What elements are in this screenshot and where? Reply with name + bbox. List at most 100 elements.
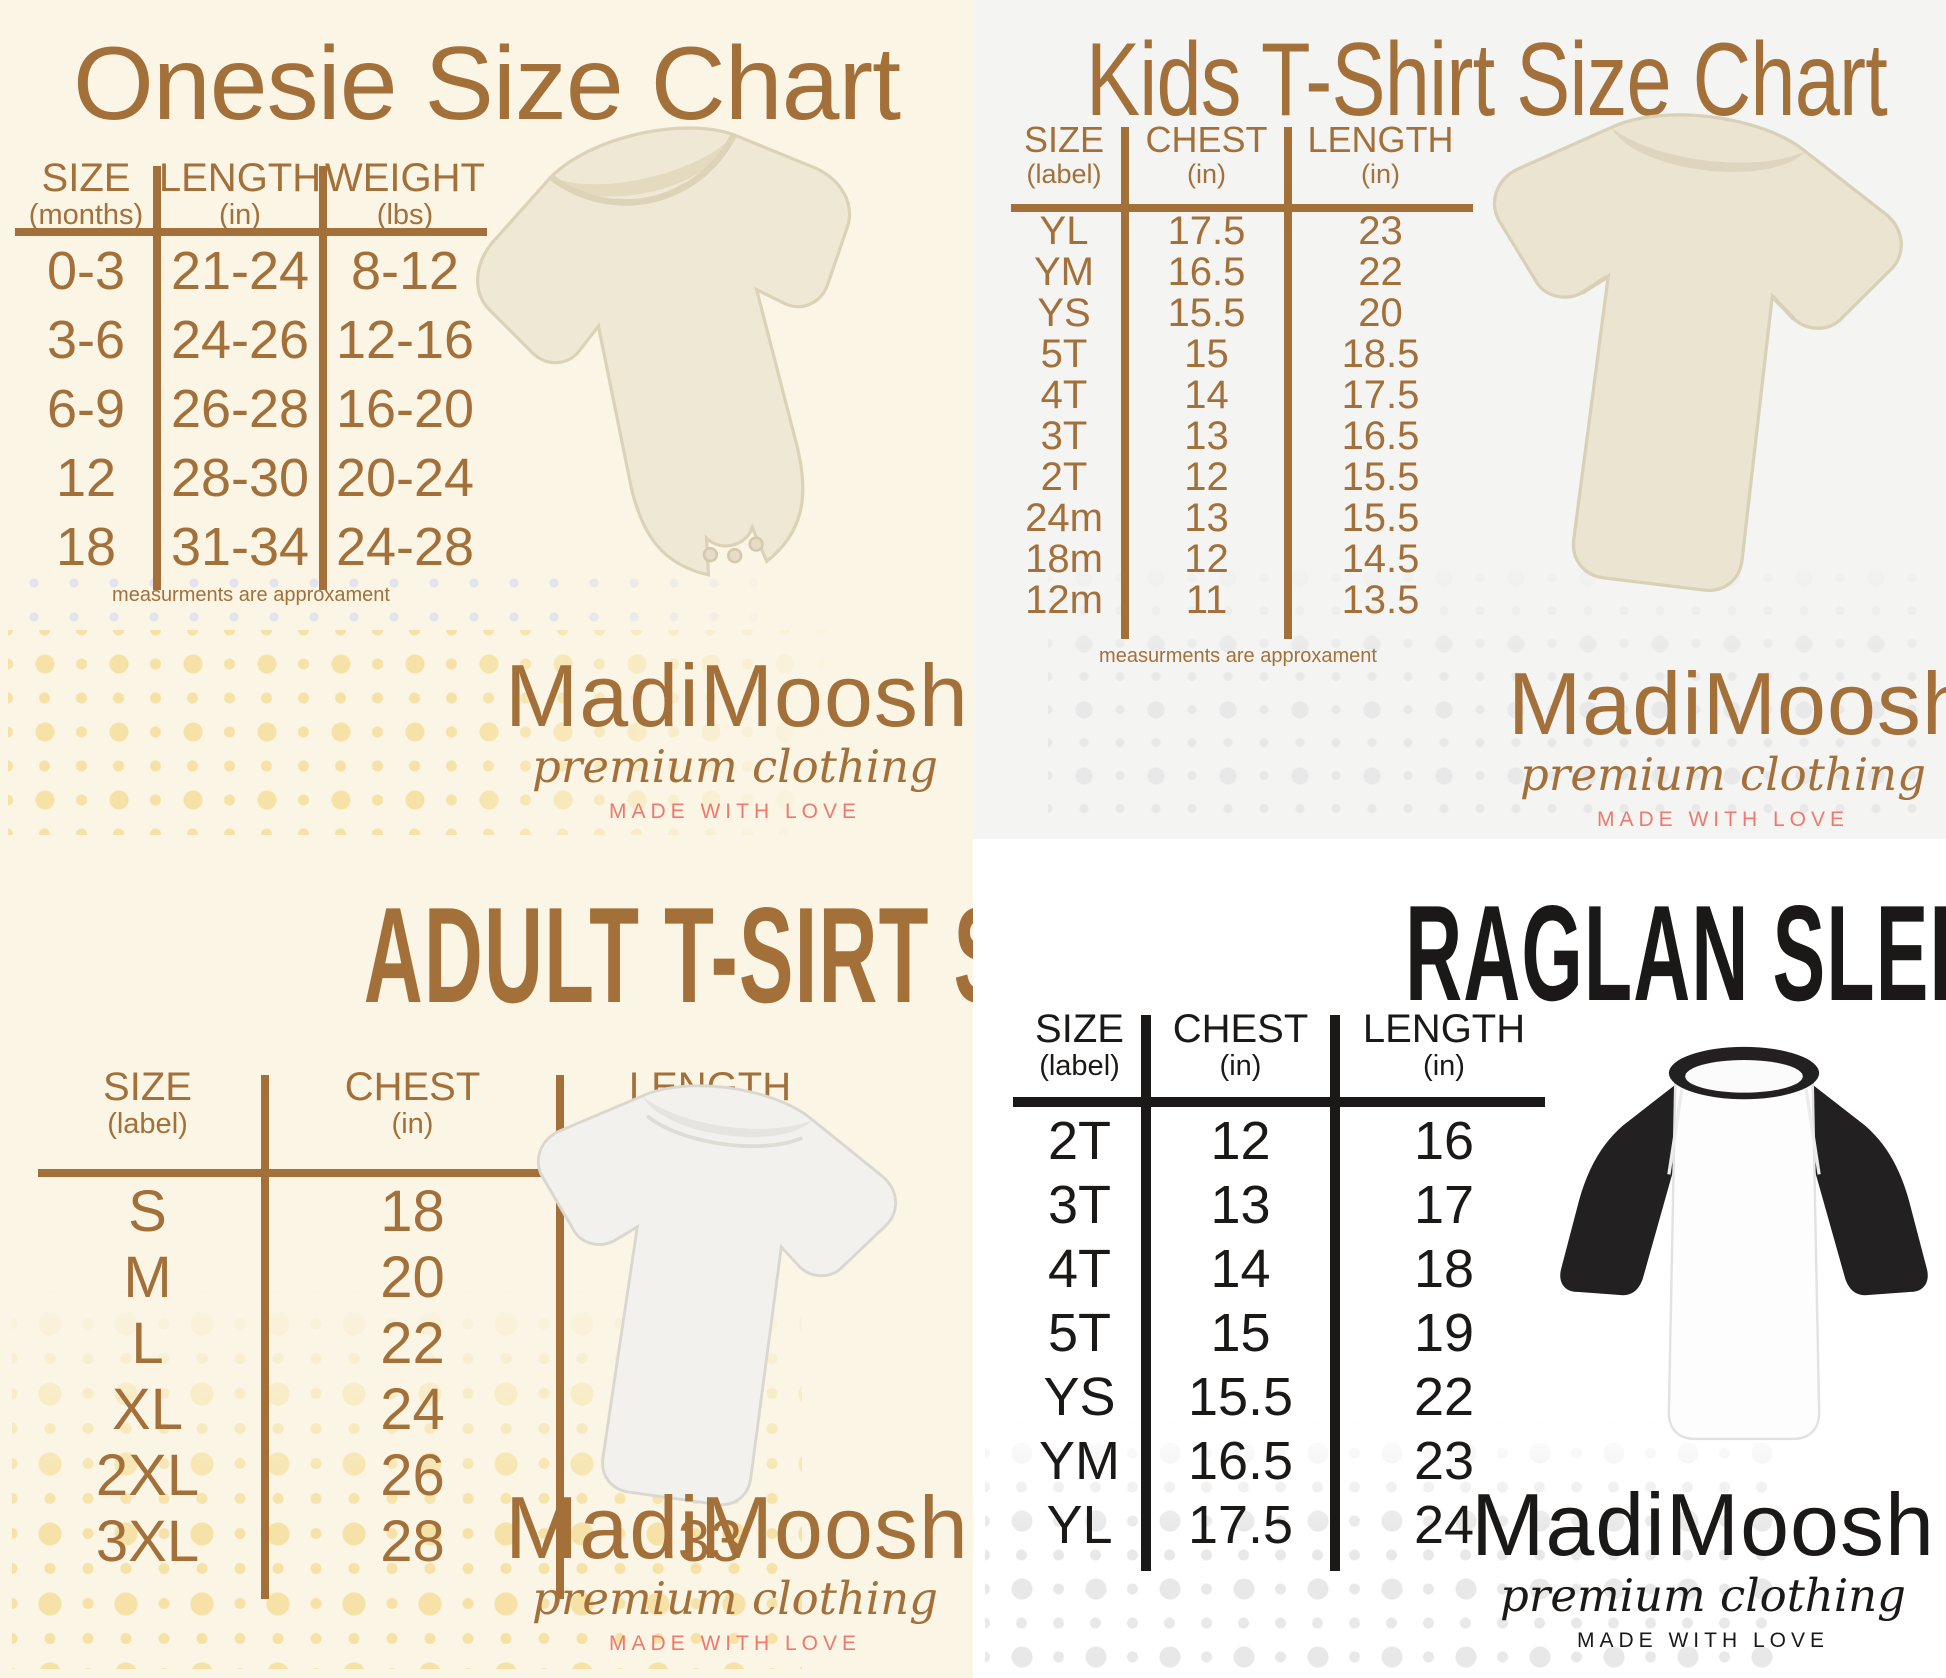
chest-cell: 11: [1185, 577, 1228, 622]
brand-name: MadiMoosh: [1508, 654, 1946, 753]
column-header: LENGTH(in): [1362, 1007, 1526, 1082]
chest-cell: 13: [1184, 495, 1229, 540]
table-row: 2T 12 16: [1013, 1109, 1553, 1173]
length-cell: 13.5: [1341, 577, 1420, 622]
chest-cell: 12: [1210, 1111, 1271, 1171]
raglan-sleeve-size-chart-panel: RAGLAN SLEEVE SIZE CHART SIZE(label) CHE…: [973, 839, 1946, 1678]
column-header: LENGTH(in): [1307, 119, 1454, 189]
table-body: YL 17.5 23 YM 16.5 22 YS 15.5 20: [1003, 210, 1473, 620]
table-rule: [261, 1075, 269, 1599]
chest-cell: 16.5: [1187, 1431, 1294, 1491]
chest-cell: 20: [380, 1245, 445, 1310]
size-cell: YS: [1037, 290, 1091, 335]
length-cell: 15.5: [1341, 495, 1420, 540]
brand-motto: MADE WITH LOVE: [1576, 1629, 1830, 1652]
size-cell: 4T: [1047, 1239, 1112, 1299]
table-row: YM 16.5 23: [1013, 1429, 1553, 1493]
chest-cell: 13: [1210, 1175, 1271, 1235]
table-row: 5T 15 19: [1013, 1301, 1553, 1365]
length-cell: 23: [1413, 1431, 1475, 1491]
table-rule: [38, 1169, 854, 1177]
size-cell: 12m: [1025, 577, 1103, 622]
size-cell: YL: [1039, 208, 1089, 253]
length-cell: 22: [1413, 1367, 1475, 1427]
kids-tshirt-image: [1400, 62, 1946, 662]
brand-tagline: premium clothing: [1500, 1569, 1906, 1622]
size-cell: 4T: [1040, 372, 1088, 417]
length-cell: 16.5: [1341, 413, 1420, 458]
size-cell: YM: [1034, 249, 1094, 294]
table-rule: [1330, 1015, 1340, 1571]
table-rule: [319, 166, 327, 590]
brand-logo: MadiMoosh premium clothing MADE WITH LOV…: [505, 646, 969, 823]
size-cell: YM: [1039, 1431, 1120, 1491]
table-rule: [1121, 127, 1129, 639]
column-header: SIZE (label): [1023, 119, 1104, 189]
size-cell: 3XL: [95, 1509, 200, 1574]
weight-cell: 24-28: [335, 516, 475, 577]
size-cell: 5T: [1047, 1303, 1112, 1363]
table-rule: [15, 228, 487, 236]
table-row: 3-6 24-26 12-16: [15, 305, 487, 374]
size-cell: 2XL: [95, 1443, 200, 1508]
column-header: CHEST (in): [1145, 119, 1268, 189]
length-cell: 31-34: [170, 516, 310, 577]
table-row: 18m 12 14.5: [1003, 538, 1473, 579]
size-cell: M: [123, 1245, 172, 1310]
brand-logo: MadiMoosh premium clothing MADE WITH LOV…: [1468, 1481, 1938, 1652]
table-header-row: SIZE (months) LENGTH (in) WEIGHT (lbs): [15, 158, 487, 230]
table-row: 12m 11 13.5: [1003, 579, 1473, 620]
panel-title: Onesie Size Chart: [73, 26, 901, 143]
table-row: 3XL 28 33: [30, 1509, 860, 1575]
length-cell: 33: [677, 1509, 743, 1574]
length-cell: 14.5: [1341, 536, 1420, 581]
measurement-disclaimer: measurments are approxament: [112, 584, 390, 606]
table-row: 5T 15 18.5: [1003, 333, 1473, 374]
panel-title: ADULT T-SIRT SIZE CHART: [363, 879, 1456, 1032]
length-cell: 20: [1358, 290, 1403, 335]
chest-cell: 15.5: [1187, 1367, 1294, 1427]
table-row: 18 31-34 24-28: [15, 512, 487, 581]
length-cell: 16: [1413, 1111, 1475, 1171]
table-row: 3T 13 17: [1013, 1173, 1553, 1237]
table-row: YS 15.5 22: [1013, 1365, 1553, 1429]
chest-cell: 17.5: [1187, 1495, 1294, 1555]
size-cell: 2T: [1040, 454, 1088, 499]
size-cell: L: [131, 1311, 164, 1376]
weight-cell: 8-12: [350, 240, 460, 301]
length-cell: 15.5: [1341, 454, 1420, 499]
size-cell: 6-9: [46, 378, 126, 439]
chest-cell: 15: [1184, 331, 1229, 376]
chest-cell: 22: [380, 1311, 445, 1376]
column-header: LENGTH(in): [158, 156, 322, 231]
table-body: 0-3 21-24 8-12 3-6 24-26 12-16 6-9 26-28…: [15, 236, 487, 581]
column-header: WEIGHT (lbs): [325, 156, 485, 231]
kids-tshirt-size-chart-panel: Kids T-Shirt Size Chart SIZE (label) CHES…: [973, 0, 1946, 839]
chest-cell: 18: [380, 1179, 445, 1244]
length-cell: 18: [1413, 1239, 1475, 1299]
brand-motto: MADE WITH LOVE: [608, 800, 862, 823]
length-cell: 22: [1358, 249, 1403, 294]
onesie-image: [401, 49, 979, 675]
brand-tagline: premium clothing: [532, 1572, 938, 1625]
size-cell: XL: [112, 1377, 183, 1442]
table-row: YS 15.5 20: [1003, 292, 1473, 333]
raglan-shirt-image: [1548, 1011, 1940, 1455]
table-row: 2T 12 15.5: [1003, 456, 1473, 497]
brand-name: MadiMoosh: [505, 1478, 969, 1577]
brand-motto: MADE WITH LOVE: [608, 1632, 862, 1655]
length-cell: 17: [1413, 1175, 1475, 1235]
length-cell: 28-30: [170, 447, 310, 508]
table-row: 0-3 21-24 8-12: [15, 236, 487, 305]
brand-name: MadiMoosh: [505, 646, 969, 745]
adult-tshirt-size-chart-panel: ADULT T-SIRT SIZE CHART SIZE (label) CHES…: [0, 839, 1456, 1678]
length-cell: 24-26: [170, 309, 310, 370]
adult-tshirt-graphic: [536, 1084, 898, 1507]
length-cell: 26-28: [170, 378, 310, 439]
weight-cell: 20-24: [335, 447, 475, 508]
column-header: CHEST (in): [1172, 1007, 1309, 1082]
chest-cell: 13: [1184, 413, 1229, 458]
table-rule: [1284, 127, 1292, 639]
length-cell: 19: [1413, 1303, 1475, 1363]
length-cell: 17.5: [1341, 372, 1420, 417]
